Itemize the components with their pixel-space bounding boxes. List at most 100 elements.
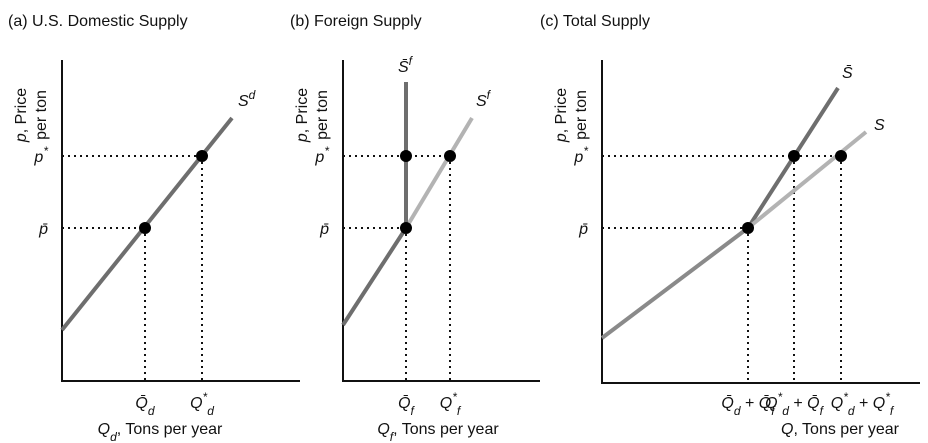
label-part: , Tons per year xyxy=(793,421,899,438)
y-axis-label: p, Price xyxy=(553,88,570,143)
y-axis-label: p, Price xyxy=(13,88,30,143)
equilibrium-point xyxy=(400,222,412,234)
panel-title: (a) U.S. Domestic Supply xyxy=(8,13,188,30)
label-part: , Price xyxy=(294,88,311,133)
label-part: Q̄ xyxy=(807,395,819,412)
label-part: S̄ xyxy=(842,65,853,82)
subscript: f xyxy=(820,404,825,418)
y-tick-label: p̄ xyxy=(319,221,329,238)
subscript: d xyxy=(110,430,117,443)
x-tick-label: Q̄d xyxy=(135,395,154,418)
label-part: Q xyxy=(831,395,843,412)
axes xyxy=(601,60,920,384)
subscript: f xyxy=(771,404,776,418)
y-tick-label: p̄ xyxy=(38,221,48,238)
label-part: per ton xyxy=(33,90,50,140)
subscript: f xyxy=(890,404,895,418)
axes xyxy=(342,60,540,382)
label-part: per ton xyxy=(314,90,331,140)
equilibrium-point xyxy=(444,150,456,162)
label-part: , Tons per year xyxy=(393,421,499,438)
superscript: f xyxy=(409,54,414,68)
curve-label: S̄f xyxy=(398,54,414,76)
curve-label: S xyxy=(874,117,885,134)
x-tick-label: Q*d + Q*f xyxy=(831,390,895,418)
x-tick-label: Q*f xyxy=(440,390,462,418)
label-part: S̄ xyxy=(398,59,409,76)
x-axis-label: Qf, Tons per year xyxy=(377,421,499,443)
supply-curve xyxy=(404,116,474,230)
label-part: + xyxy=(789,395,807,412)
label-part: S xyxy=(476,93,487,110)
label-part: p̄ xyxy=(578,221,588,238)
label-part: + xyxy=(741,395,759,412)
y-tick-label: p* xyxy=(573,144,588,166)
x-axis-label: Q, Tons per year xyxy=(781,421,900,438)
y-axis-label: p, Price xyxy=(294,88,311,143)
x-tick-label: Q*d xyxy=(190,390,214,418)
label-part: p xyxy=(314,149,324,166)
equilibrium-point xyxy=(742,222,754,234)
subscript: d xyxy=(848,404,855,418)
label-part: p xyxy=(33,149,43,166)
supply-curve xyxy=(746,130,868,230)
label-part: p xyxy=(573,149,583,166)
superscript: * xyxy=(452,390,457,404)
supply-curve xyxy=(600,226,750,340)
y-tick-label: p* xyxy=(33,144,48,166)
label-part: S xyxy=(238,93,249,110)
equilibrium-point xyxy=(788,150,800,162)
x-tick-label: Q̄d + Q̄f xyxy=(721,395,776,418)
label-part: Q xyxy=(781,421,793,438)
panel-title: (b) Foreign Supply xyxy=(290,13,422,30)
label-part: Q̄ xyxy=(135,395,147,412)
y-axis-label: per ton xyxy=(314,90,331,140)
label-part: S xyxy=(874,117,885,134)
subscript: f xyxy=(411,404,416,418)
superscript: * xyxy=(43,144,48,158)
subscript: d xyxy=(207,404,214,418)
label-part: p̄ xyxy=(38,221,48,238)
label-part: Q xyxy=(377,421,389,438)
label-part: Q xyxy=(190,395,202,412)
label-part: Q xyxy=(765,395,777,412)
label-part: p xyxy=(294,133,311,143)
label-part: p xyxy=(553,133,570,143)
label-part: p̄ xyxy=(319,221,329,238)
label-part: , Price xyxy=(13,88,30,133)
label-part: Q̄ xyxy=(398,395,410,412)
y-axis-label: per ton xyxy=(573,90,590,140)
subscript: f xyxy=(390,430,395,443)
label-part: + xyxy=(855,395,873,412)
x-tick-label: Q̄f xyxy=(398,395,415,418)
superscript: d xyxy=(249,88,256,102)
y-tick-label: p* xyxy=(314,144,329,166)
x-axis-label: Qd, Tons per year xyxy=(98,421,223,443)
label-part: Q̄ xyxy=(721,395,733,412)
label-part: Q xyxy=(98,421,110,438)
y-axis-label: per ton xyxy=(33,90,50,140)
superscript: * xyxy=(843,390,848,404)
supply-curve xyxy=(341,226,408,327)
superscript: * xyxy=(324,144,329,158)
y-tick-label: p̄ xyxy=(578,221,588,238)
label-part: per ton xyxy=(573,90,590,140)
label-part: , Price xyxy=(553,88,570,133)
label-part: p xyxy=(13,133,30,143)
equilibrium-point xyxy=(139,222,151,234)
superscript: f xyxy=(487,88,492,102)
curve-label: Sf xyxy=(476,88,492,110)
curve-label: Sd xyxy=(238,88,256,110)
subscript: d xyxy=(782,404,789,418)
equilibrium-point xyxy=(196,150,208,162)
superscript: * xyxy=(203,390,208,404)
axes xyxy=(61,60,300,382)
label-part: Q xyxy=(440,395,452,412)
superscript: * xyxy=(583,144,588,158)
subscript: d xyxy=(734,404,741,418)
subscript: d xyxy=(148,404,155,418)
x-tick-label: Q*d + Q̄f xyxy=(765,390,825,418)
superscript: * xyxy=(778,390,783,404)
equilibrium-point xyxy=(835,150,847,162)
